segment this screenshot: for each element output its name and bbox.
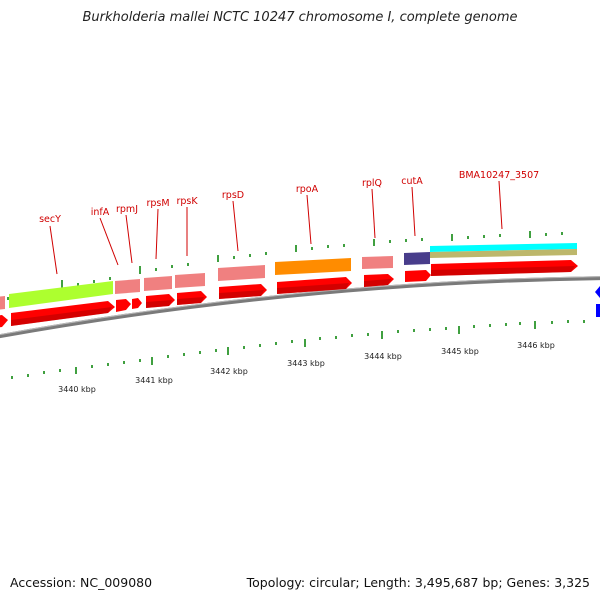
ruler-label: 3446 kbp bbox=[517, 341, 555, 350]
cds-arrow bbox=[177, 291, 207, 305]
ruler-label: 3442 kbp bbox=[210, 367, 248, 376]
ruler-label: 3440 kbp bbox=[58, 385, 96, 394]
ruler-label: 3444 kbp bbox=[364, 352, 402, 361]
cds-arrow bbox=[364, 274, 394, 287]
ruler-label: 3441 kbp bbox=[135, 376, 173, 385]
cds-row bbox=[0, 260, 578, 328]
cds-arrow bbox=[0, 315, 8, 328]
cds-row-shading bbox=[11, 266, 575, 326]
cog-block-cuta bbox=[404, 252, 430, 265]
category-row bbox=[0, 243, 577, 310]
map-title: Burkholderia mallei NCTC 10247 chromosom… bbox=[82, 10, 518, 25]
gene-label-bma10247-3507: BMA10247_3507 bbox=[459, 170, 539, 181]
cds-arrow bbox=[116, 299, 131, 312]
gene-labels: secY infA rpmJ rpsM rpsK rpsD rpoA rplQ … bbox=[39, 170, 539, 225]
gene-label-rplq: rplQ bbox=[362, 178, 382, 189]
genome-backbone bbox=[0, 276, 600, 339]
gene-label-secy: secY bbox=[39, 214, 61, 225]
ruler-label: 3443 kbp bbox=[287, 359, 325, 368]
gene-label-rpmj: rpmJ bbox=[116, 204, 138, 215]
gene-label-rpsd: rpsD bbox=[222, 190, 244, 201]
cds-arrow bbox=[431, 260, 578, 276]
cog-block-rpoa bbox=[275, 258, 351, 275]
cds-arrow bbox=[132, 298, 142, 309]
cds-arrow bbox=[11, 301, 115, 326]
gene-label-rpsm: rpsM bbox=[146, 198, 169, 209]
accession-text: Accession: NC_009080 bbox=[10, 575, 153, 590]
cds-arrow bbox=[405, 270, 431, 282]
cds-arrow bbox=[277, 277, 352, 294]
gene-label-rpsk: rpsK bbox=[176, 196, 198, 207]
cog-block-secy-main bbox=[9, 281, 113, 308]
gene-label-leaders bbox=[49, 180, 503, 275]
strand-markers bbox=[595, 286, 600, 317]
cog-block-infa bbox=[115, 279, 140, 294]
strand-marker-lower bbox=[596, 304, 600, 317]
cog-block-rpsk bbox=[175, 273, 205, 288]
cds-arrow bbox=[219, 284, 267, 299]
cog-block-rpsd bbox=[218, 265, 265, 281]
strand-marker-upper bbox=[595, 286, 600, 298]
cds-arrow bbox=[146, 294, 175, 308]
ruler-label: 3445 kbp bbox=[441, 347, 479, 356]
gene-label-cuta: cutA bbox=[401, 176, 423, 187]
gene-label-infa: infA bbox=[91, 207, 110, 218]
cog-block-rplq bbox=[362, 256, 393, 269]
cog-block-secy bbox=[0, 296, 5, 310]
tick-row-lower bbox=[11, 320, 585, 379]
cog-block-rpsm bbox=[144, 276, 172, 291]
genome-summary-text: Topology: circular; Length: 3,495,687 bp… bbox=[246, 575, 590, 590]
gene-label-rpoa: rpoA bbox=[296, 184, 319, 195]
cog-block-bma-khaki bbox=[430, 249, 577, 258]
ruler-labels: 3440 kbp 3441 kbp 3442 kbp 3443 kbp 3444… bbox=[58, 341, 555, 394]
